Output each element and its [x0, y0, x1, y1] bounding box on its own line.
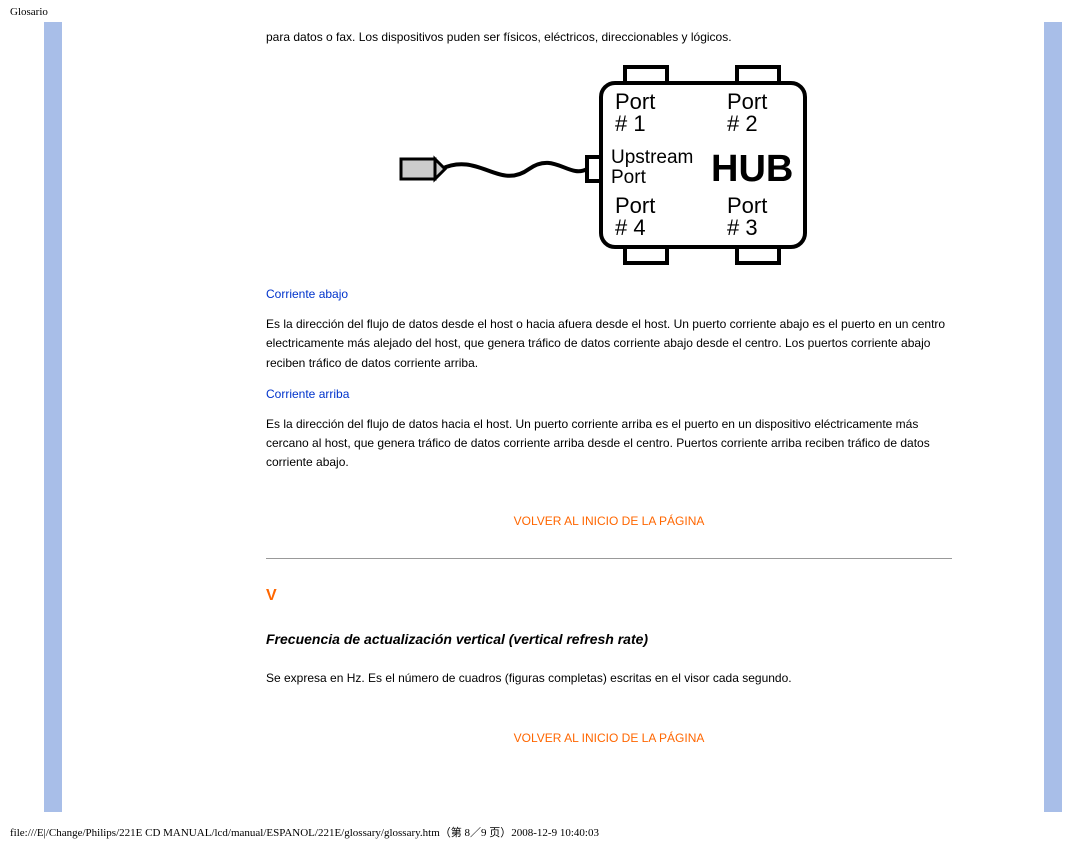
left-decorative-bar: [44, 22, 62, 812]
page-body: para datos o fax. Los dispositivos puden…: [10, 22, 1062, 812]
vertical-refresh-text: Se expresa en Hz. Es el número de cuadro…: [266, 669, 952, 688]
main-content: para datos o fax. Los dispositivos puden…: [266, 22, 952, 795]
right-decorative-bar: [1044, 22, 1062, 812]
page-header-title: Glosario: [0, 0, 1080, 22]
hub-label: HUB: [711, 148, 793, 190]
upstream-label: Upstream: [611, 147, 693, 168]
svg-text:# 4: # 4: [615, 215, 646, 240]
svg-text:# 2: # 2: [727, 111, 758, 136]
hub-diagram: Port # 1 Port # 2 Upstream Port HUB Port…: [389, 61, 829, 269]
intro-paragraph: para datos o fax. Los dispositivos puden…: [266, 28, 952, 47]
back-to-top-link-1[interactable]: VOLVER AL INICIO DE LA PÁGINA: [266, 514, 952, 528]
back-to-top-link-2[interactable]: VOLVER AL INICIO DE LA PÁGINA: [266, 731, 952, 745]
svg-text:# 1: # 1: [615, 111, 646, 136]
term-corriente-abajo-text: Es la dirección del flujo de datos desde…: [266, 315, 952, 373]
svg-text:Port: Port: [611, 167, 647, 188]
term-corriente-abajo-label: Corriente abajo: [266, 287, 952, 301]
term-corriente-arriba-text: Es la dirección del flujo de datos hacia…: [266, 415, 952, 473]
section-divider: [266, 558, 952, 559]
term-corriente-arriba-label: Corriente arriba: [266, 387, 952, 401]
svg-text:# 3: # 3: [727, 215, 758, 240]
section-letter-v: V: [266, 587, 952, 605]
page-footer-path: file:///E|/Change/Philips/221E CD MANUAL…: [0, 820, 1080, 844]
vertical-refresh-heading: Frecuencia de actualización vertical (ve…: [266, 631, 952, 647]
